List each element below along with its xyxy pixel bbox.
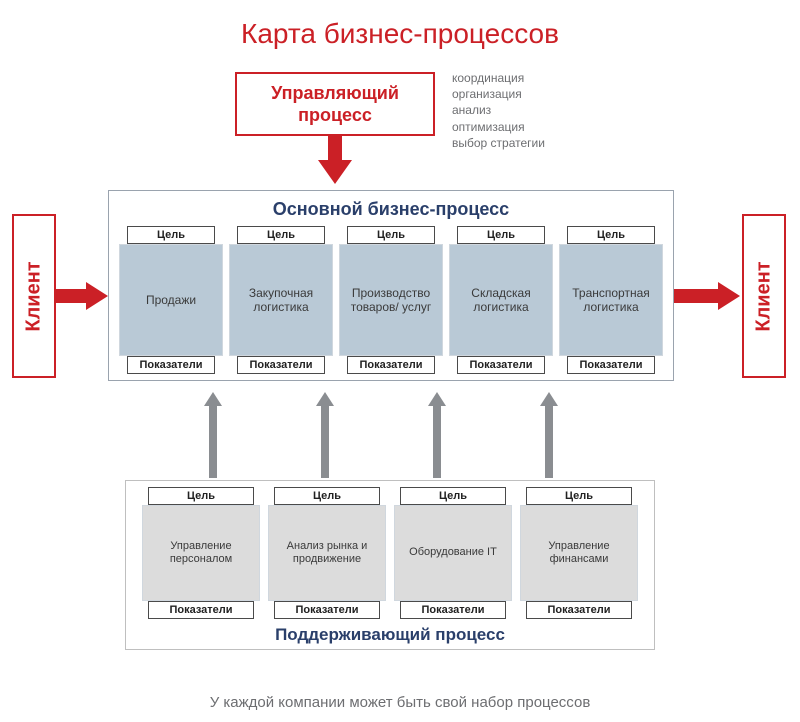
support-process-title: Поддерживающий процесс bbox=[138, 625, 642, 645]
kpi-tag: Показатели bbox=[274, 601, 380, 619]
process-body: Производство товаров/ услуг bbox=[339, 244, 443, 356]
note-item: организация bbox=[452, 86, 545, 102]
client-label: Клиент bbox=[23, 261, 46, 331]
client-box-left: Клиент bbox=[12, 214, 56, 378]
client-box-right: Клиент bbox=[742, 214, 786, 378]
process-body: Закупочная логистика bbox=[229, 244, 333, 356]
note-item: координация bbox=[452, 70, 545, 86]
kpi-tag: Показатели bbox=[567, 356, 655, 374]
process-col: Цель Оборудование IT Показатели bbox=[394, 487, 512, 619]
process-col: Цель Складская логистика Показатели bbox=[449, 226, 553, 374]
kpi-tag: Показатели bbox=[237, 356, 325, 374]
process-col: Цель Производство товаров/ услуг Показат… bbox=[339, 226, 443, 374]
goal-tag: Цель bbox=[526, 487, 632, 505]
arrow-up-icon bbox=[428, 392, 446, 478]
process-body: Складская логистика bbox=[449, 244, 553, 356]
support-process-row: Цель Управление персоналом Показатели Це… bbox=[138, 487, 642, 619]
kpi-tag: Показатели bbox=[347, 356, 435, 374]
goal-tag: Цель bbox=[347, 226, 435, 244]
client-label: Клиент bbox=[753, 261, 776, 331]
note-item: анализ bbox=[452, 102, 545, 118]
process-col: Цель Управление финансами Показатели bbox=[520, 487, 638, 619]
goal-tag: Цель bbox=[127, 226, 215, 244]
kpi-tag: Показатели bbox=[148, 601, 254, 619]
arrow-down-icon bbox=[318, 136, 352, 184]
note-item: оптимизация bbox=[452, 119, 545, 135]
goal-tag: Цель bbox=[274, 487, 380, 505]
goal-tag: Цель bbox=[237, 226, 325, 244]
arrow-up-icon bbox=[540, 392, 558, 478]
note-item: выбор стратегии bbox=[452, 135, 545, 151]
process-body: Оборудование IT bbox=[394, 505, 512, 601]
arrow-right-icon bbox=[56, 282, 108, 310]
page-title: Карта бизнес-процессов bbox=[0, 18, 800, 50]
support-process-container: Цель Управление персоналом Показатели Це… bbox=[125, 480, 655, 650]
process-body: Управление финансами bbox=[520, 505, 638, 601]
kpi-tag: Показатели bbox=[400, 601, 506, 619]
process-col: Цель Анализ рынка и продвижение Показате… bbox=[268, 487, 386, 619]
process-body: Анализ рынка и продвижение bbox=[268, 505, 386, 601]
arrow-up-icon bbox=[316, 392, 334, 478]
arrow-up-icon bbox=[204, 392, 222, 478]
goal-tag: Цель bbox=[567, 226, 655, 244]
main-process-container: Основной бизнес-процесс Цель Продажи Пок… bbox=[108, 190, 674, 381]
process-body: Транспортная логистика bbox=[559, 244, 663, 356]
arrow-right-icon bbox=[674, 282, 740, 310]
goal-tag: Цель bbox=[457, 226, 545, 244]
goal-tag: Цель bbox=[400, 487, 506, 505]
process-col: Цель Закупочная логистика Показатели bbox=[229, 226, 333, 374]
kpi-tag: Показатели bbox=[127, 356, 215, 374]
managing-process-notes: координация организация анализ оптимизац… bbox=[452, 70, 545, 151]
process-col: Цель Транспортная логистика Показатели bbox=[559, 226, 663, 374]
footnote: У каждой компании может быть свой набор … bbox=[0, 694, 800, 711]
process-col: Цель Продажи Показатели bbox=[119, 226, 223, 374]
process-body: Продажи bbox=[119, 244, 223, 356]
kpi-tag: Показатели bbox=[526, 601, 632, 619]
main-process-title: Основной бизнес-процесс bbox=[119, 199, 663, 220]
process-col: Цель Управление персоналом Показатели bbox=[142, 487, 260, 619]
managing-process-box: Управляющий процесс bbox=[235, 72, 435, 136]
process-body: Управление персоналом bbox=[142, 505, 260, 601]
kpi-tag: Показатели bbox=[457, 356, 545, 374]
main-process-row: Цель Продажи Показатели Цель Закупочная … bbox=[119, 226, 663, 374]
goal-tag: Цель bbox=[148, 487, 254, 505]
